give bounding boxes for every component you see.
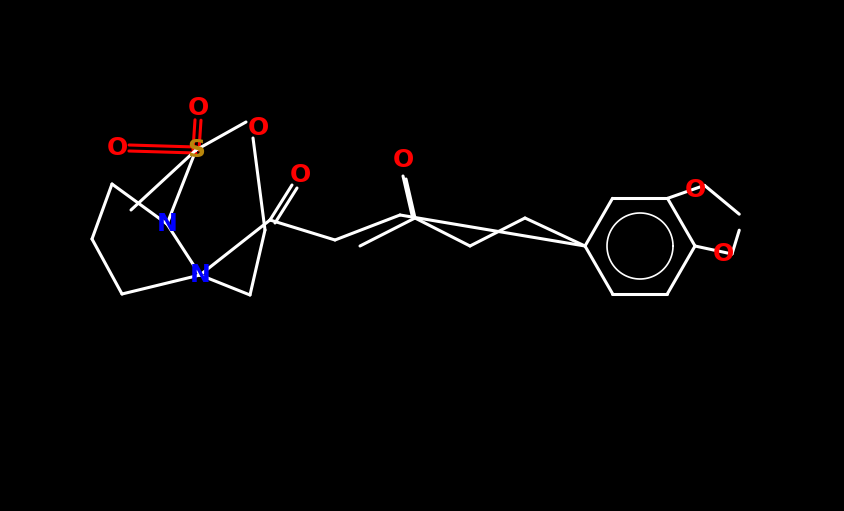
Text: S: S bbox=[187, 138, 205, 162]
Text: O: O bbox=[187, 96, 208, 120]
Text: N: N bbox=[189, 263, 210, 287]
Text: O: O bbox=[392, 148, 413, 172]
Text: O: O bbox=[289, 163, 311, 187]
Text: O: O bbox=[684, 178, 706, 202]
Text: O: O bbox=[106, 136, 127, 160]
Text: N: N bbox=[156, 212, 177, 236]
Text: O: O bbox=[247, 116, 268, 140]
Text: O: O bbox=[711, 242, 733, 266]
